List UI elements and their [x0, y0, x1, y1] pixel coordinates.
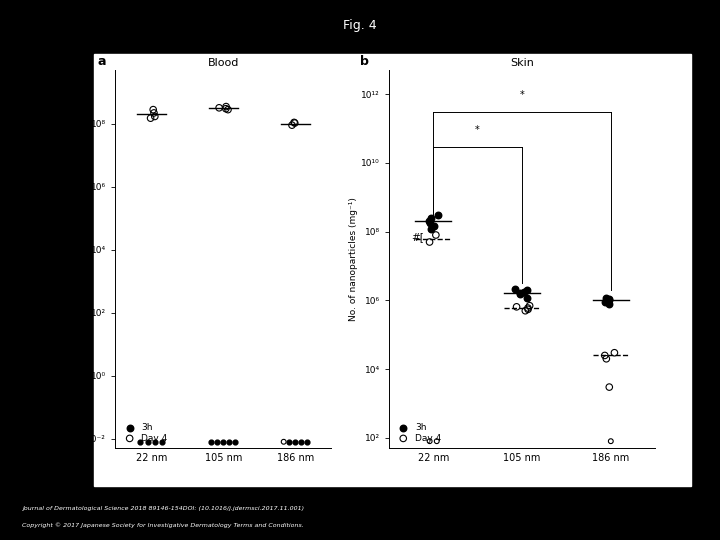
Point [425, 214, 436, 222]
Text: Fig. 4: Fig. 4 [343, 19, 377, 32]
Point [205, 437, 217, 446]
Point [428, 221, 440, 230]
Text: *: * [475, 125, 480, 135]
Text: #[: #[ [411, 232, 424, 242]
Point [288, 118, 300, 127]
Point [423, 217, 435, 226]
Point [222, 105, 234, 114]
Point [149, 112, 161, 121]
Point [514, 290, 526, 299]
Y-axis label: No. of nanoparticles (mg⁻¹): No. of nanoparticles (mg⁻¹) [349, 197, 359, 321]
Point [289, 437, 301, 446]
Point [142, 437, 153, 446]
Point [284, 437, 295, 446]
Text: a: a [97, 55, 106, 68]
Point [520, 306, 531, 315]
Point [302, 437, 313, 446]
Text: b: b [360, 55, 369, 68]
Point [296, 437, 307, 446]
Text: *: * [520, 90, 524, 100]
Point [135, 437, 146, 446]
Point [278, 437, 289, 446]
Point [425, 219, 436, 227]
Point [424, 437, 436, 445]
Point [603, 295, 615, 303]
Text: Copyright © 2017 Japanese Society for Investigative Dermatology Terms and Condit: Copyright © 2017 Japanese Society for In… [22, 522, 303, 528]
Title: Skin: Skin [510, 58, 534, 68]
Point [603, 296, 614, 305]
Point [600, 354, 612, 363]
Point [287, 121, 298, 130]
Point [223, 437, 235, 446]
Text: Journal of Dermatological Science 2018 89146-154DOI: (10.1016/j.jdermsci.2017.11: Journal of Dermatological Science 2018 8… [22, 507, 304, 511]
Point [603, 299, 614, 308]
Point [600, 298, 611, 306]
Point [230, 437, 241, 446]
Point [605, 437, 616, 445]
Legend: 3h, Day 4: 3h, Day 4 [120, 422, 168, 444]
Point [600, 293, 612, 302]
Point [431, 437, 443, 445]
Point [510, 285, 521, 293]
Point [608, 348, 620, 357]
Point [521, 293, 532, 302]
Point [213, 104, 225, 112]
Point [220, 102, 232, 111]
Point [522, 303, 534, 312]
Point [145, 114, 156, 123]
Point [510, 302, 522, 311]
Point [426, 225, 437, 233]
Legend: 3h, Day 4: 3h, Day 4 [393, 422, 442, 444]
Point [148, 105, 159, 114]
Point [424, 238, 436, 246]
Y-axis label: No. of nanoparticles (ml⁻¹): No. of nanoparticles (ml⁻¹) [74, 199, 84, 320]
Point [514, 289, 526, 298]
Point [430, 231, 441, 239]
Point [518, 287, 530, 296]
Point [212, 437, 223, 446]
Title: Blood: Blood [207, 58, 239, 68]
Point [432, 211, 444, 220]
Point [148, 109, 160, 117]
Point [521, 286, 533, 294]
Point [220, 104, 232, 113]
Point [149, 437, 161, 446]
Point [599, 351, 611, 360]
Point [156, 437, 168, 446]
Point [603, 383, 615, 391]
Point [522, 305, 534, 314]
Point [289, 119, 300, 127]
Point [217, 437, 229, 446]
Point [524, 301, 536, 310]
